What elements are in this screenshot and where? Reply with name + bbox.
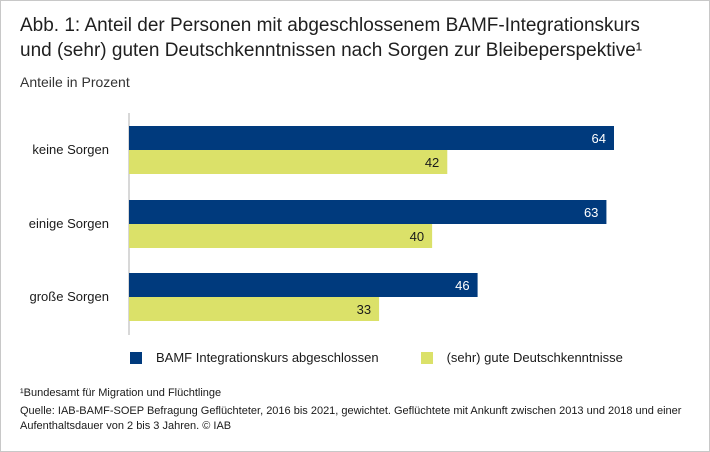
bar-bamf — [129, 273, 478, 297]
legend-item-deutsch: (sehr) gute Deutschkenntnisse — [420, 350, 623, 365]
data-label: 40 — [410, 229, 424, 244]
chart-legend: BAMF Integrationskurs abgeschlossen (seh… — [130, 350, 665, 365]
bar-deutsch — [129, 224, 433, 248]
category-label: große Sorgen — [30, 289, 110, 304]
bar-bamf — [129, 200, 607, 224]
legend-swatch-bamf — [130, 351, 142, 364]
source-line-2: Aufenthaltsdauer von 2 bis 3 Jahren. © I… — [20, 420, 232, 432]
source-line-1: Quelle: IAB-BAMF-SOEP Befragung Geflücht… — [20, 405, 682, 417]
legend-item-bamf: BAMF Integrationskurs abgeschlossen — [130, 350, 379, 365]
data-label: 33 — [357, 302, 371, 317]
data-label: 63 — [584, 205, 598, 220]
source-note: Quelle: IAB-BAMF-SOEP Befragung Geflücht… — [20, 404, 700, 434]
data-label: 46 — [455, 278, 469, 293]
category-label: keine Sorgen — [32, 142, 109, 157]
legend-label-bamf: BAMF Integrationskurs abgeschlossen — [156, 350, 379, 365]
category-label: einige Sorgen — [29, 216, 109, 231]
chart-title: Abb. 1: Anteil der Personen mit abgeschl… — [20, 13, 700, 63]
legend-swatch-deutsch — [420, 351, 433, 364]
chart-title-line-2: und (sehr) guten Deutschkenntnissen nach… — [20, 40, 643, 61]
data-label: 64 — [592, 131, 606, 146]
footnote: ¹Bundesamt für Migration und Flüchtlinge — [20, 387, 222, 399]
bar-bamf — [129, 126, 614, 150]
bar-deutsch — [129, 297, 380, 321]
chart-subtitle: Anteile in Prozent — [20, 74, 130, 90]
bar-deutsch — [129, 150, 448, 174]
legend-label-deutsch: (sehr) gute Deutschkenntnisse — [446, 350, 623, 365]
data-label: 42 — [425, 155, 439, 170]
chart-title-line-1: Abb. 1: Anteil der Personen mit abgeschl… — [20, 15, 640, 36]
